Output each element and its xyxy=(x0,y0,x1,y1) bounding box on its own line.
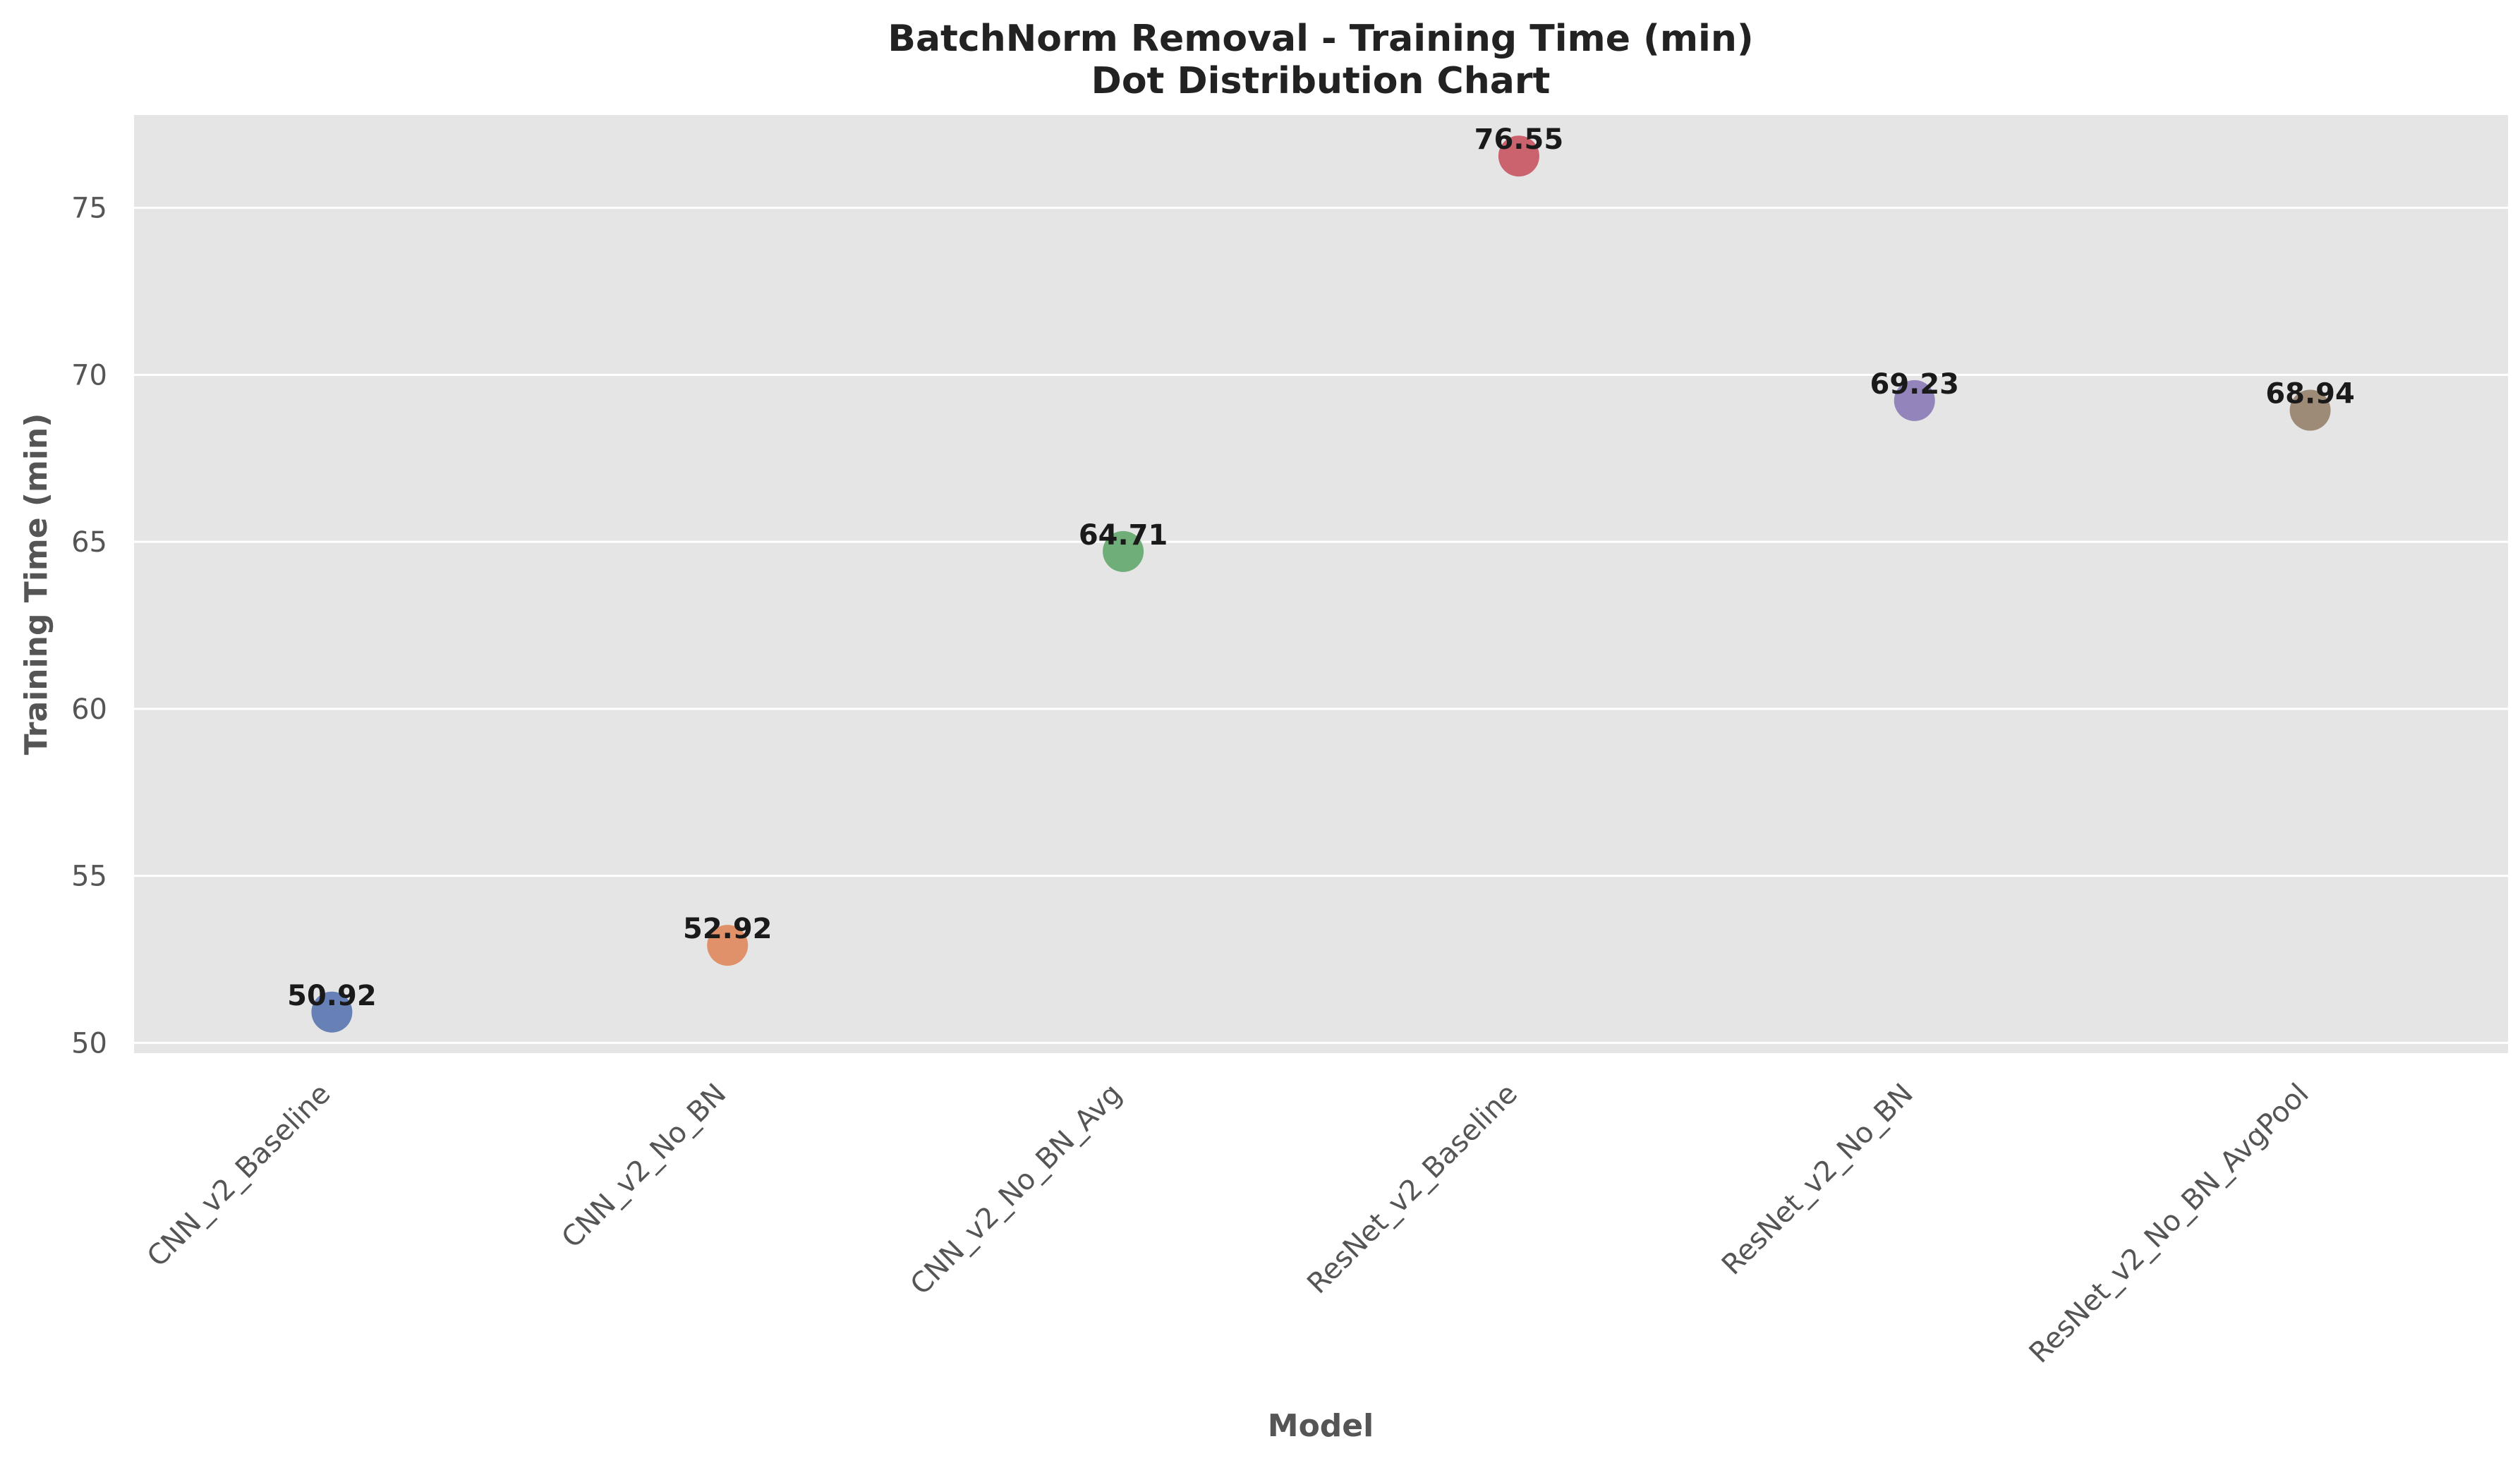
y-tick-labels: 50 55 60 65 70 75 xyxy=(71,193,107,1060)
data-label: 76.55 xyxy=(1474,123,1564,156)
data-labels: 50.92 52.92 64.71 76.55 69.23 68.94 xyxy=(287,123,2355,1012)
gridlines xyxy=(134,207,2508,1044)
x-tick-label: CNN_v2_No_BN_Avg xyxy=(904,1078,1128,1301)
data-point xyxy=(707,925,749,966)
data-points xyxy=(311,135,2331,1033)
data-point xyxy=(1894,380,1935,421)
y-tick-label: 55 xyxy=(71,861,107,893)
x-tick-label: ResNet_v2_Baseline xyxy=(1301,1078,1524,1301)
data-point xyxy=(2289,389,2331,431)
x-tick-label: ResNet_v2_No_BN_AvgPool xyxy=(2023,1078,2315,1370)
data-label: 64.71 xyxy=(1079,519,1168,552)
data-point xyxy=(311,991,353,1033)
data-point xyxy=(1103,530,1144,572)
x-tick-labels: CNN_v2_Baseline CNN_v2_No_BN CNN_v2_No_BN_… xyxy=(141,1078,2315,1370)
y-tick-label: 70 xyxy=(71,359,107,391)
chart-title: BatchNorm Removal - Training Time (min) xyxy=(888,18,1753,60)
data-label: 69.23 xyxy=(1870,368,1959,401)
data-label: 52.92 xyxy=(683,913,773,945)
chart-subtitle: Dot Distribution Chart xyxy=(1091,60,1551,102)
y-axis-label: Training Time (min) xyxy=(18,413,54,755)
x-tick-label: CNN_v2_No_BN xyxy=(556,1078,733,1255)
data-label: 50.92 xyxy=(287,980,377,1012)
data-point xyxy=(1498,135,1539,177)
y-tick-label: 75 xyxy=(71,193,107,225)
data-label: 68.94 xyxy=(2265,378,2355,411)
plot-area xyxy=(134,115,2508,1053)
x-tick-label: CNN_v2_Baseline xyxy=(141,1078,337,1274)
y-tick-label: 60 xyxy=(71,693,107,726)
x-axis-label: Model xyxy=(1268,1408,1374,1444)
y-tick-label: 50 xyxy=(71,1027,107,1060)
x-tick-label: ResNet_v2_No_BN xyxy=(1716,1078,1920,1282)
y-tick-label: 65 xyxy=(71,526,107,559)
